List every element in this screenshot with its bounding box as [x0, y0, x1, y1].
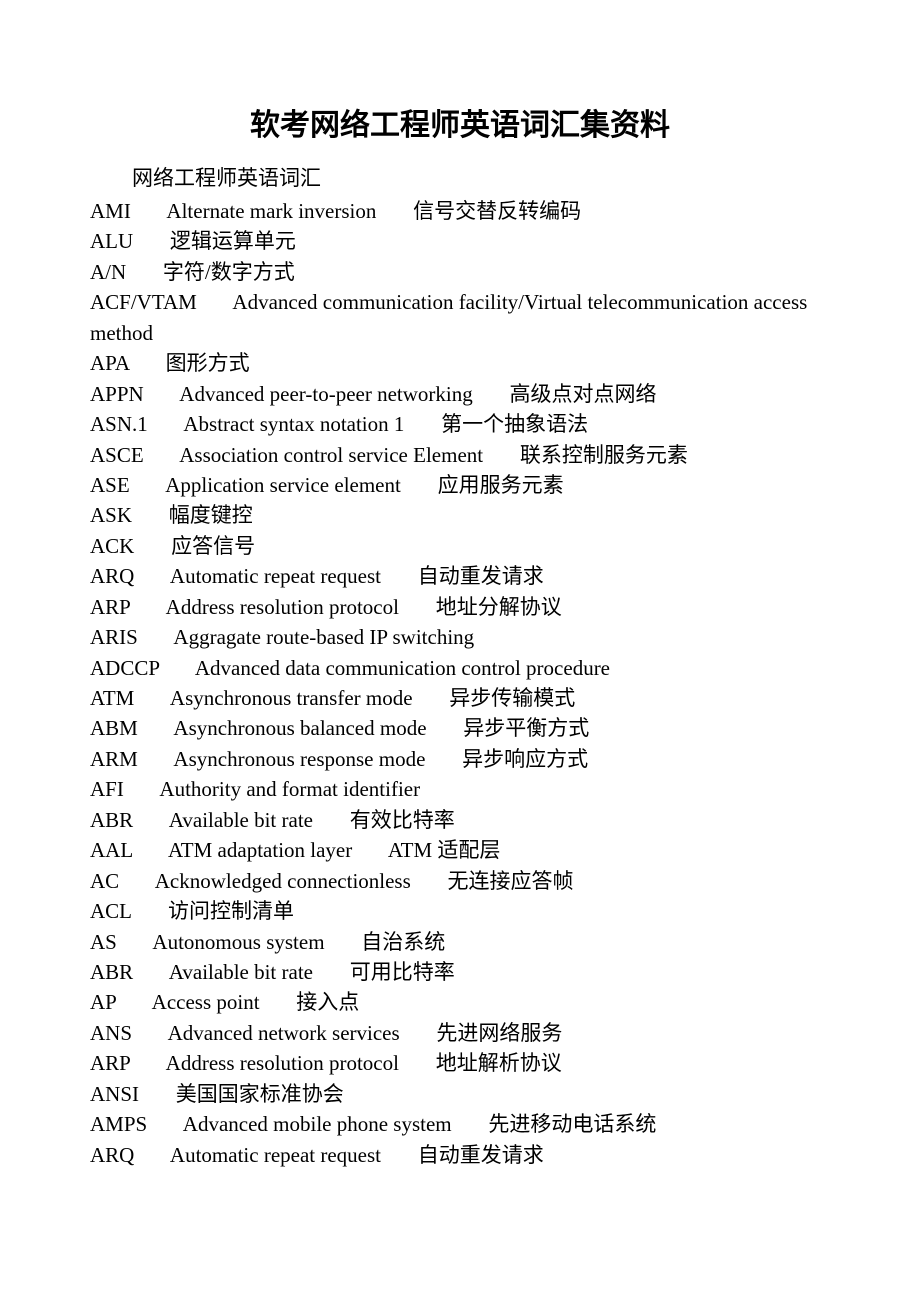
- glossary-entry: ASK 幅度键控: [90, 500, 830, 530]
- glossary-entry: ANSI 美国国家标准协会: [90, 1079, 830, 1109]
- glossary-entry: ABR Available bit rate 可用比特率: [90, 957, 830, 987]
- glossary-entry: ANS Advanced network services 先进网络服务: [90, 1018, 830, 1048]
- glossary-entry: ABR Available bit rate 有效比特率: [90, 805, 830, 835]
- glossary-entry: ALU 逻辑运算单元: [90, 226, 830, 256]
- glossary-entry: ACF/VTAM Advanced communication facility…: [90, 287, 830, 348]
- glossary-entry: APPN Advanced peer-to-peer networking 高级…: [90, 379, 830, 409]
- glossary-entry: ATM Asynchronous transfer mode 异步传输模式: [90, 683, 830, 713]
- glossary-entry: ASCE Association control service Element…: [90, 440, 830, 470]
- glossary-entry: AMI Alternate mark inversion 信号交替反转编码: [90, 196, 830, 226]
- glossary-entry: ARM Asynchronous response mode 异步响应方式: [90, 744, 830, 774]
- glossary-entry: ARQ Automatic repeat request 自动重发请求: [90, 561, 830, 591]
- glossary-entry: A/N 字符/数字方式: [90, 257, 830, 287]
- glossary-entry: APA 图形方式: [90, 348, 830, 378]
- page-title: 软考网络工程师英语词汇集资料: [90, 100, 830, 144]
- glossary-entry: ACL 访问控制清单: [90, 896, 830, 926]
- glossary-entry: ACK 应答信号: [90, 531, 830, 561]
- page-subtitle: 网络工程师英语词汇: [90, 162, 830, 192]
- glossary-entry: AFI Authority and format identifier: [90, 774, 830, 804]
- glossary-entry: ARP Address resolution protocol 地址解析协议: [90, 1048, 830, 1078]
- glossary-entry: ARIS Aggragate route-based IP switching: [90, 622, 830, 652]
- glossary-entry: AP Access point 接入点: [90, 987, 830, 1017]
- glossary-entry: AS Autonomous system 自治系统: [90, 927, 830, 957]
- glossary-entry: ABM Asynchronous balanced mode 异步平衡方式: [90, 713, 830, 743]
- document-page: 软考网络工程师英语词汇集资料 网络工程师英语词汇 AMI Alternate m…: [0, 0, 920, 1230]
- glossary-entry: ARQ Automatic repeat request 自动重发请求: [90, 1140, 830, 1170]
- glossary-entry: AC Acknowledged connectionless 无连接应答帧: [90, 866, 830, 896]
- glossary-entry: AMPS Advanced mobile phone system 先进移动电话…: [90, 1109, 830, 1139]
- glossary-entry: ASN.1 Abstract syntax notation 1 第一个抽象语法: [90, 409, 830, 439]
- glossary-entry: ARP Address resolution protocol 地址分解协议: [90, 592, 830, 622]
- glossary-list: AMI Alternate mark inversion 信号交替反转编码ALU…: [90, 196, 830, 1170]
- glossary-entry: ASE Application service element 应用服务元素: [90, 470, 830, 500]
- glossary-entry: ADCCP Advanced data communication contro…: [90, 653, 830, 683]
- glossary-entry: AAL ATM adaptation layer ATM 适配层: [90, 835, 830, 865]
